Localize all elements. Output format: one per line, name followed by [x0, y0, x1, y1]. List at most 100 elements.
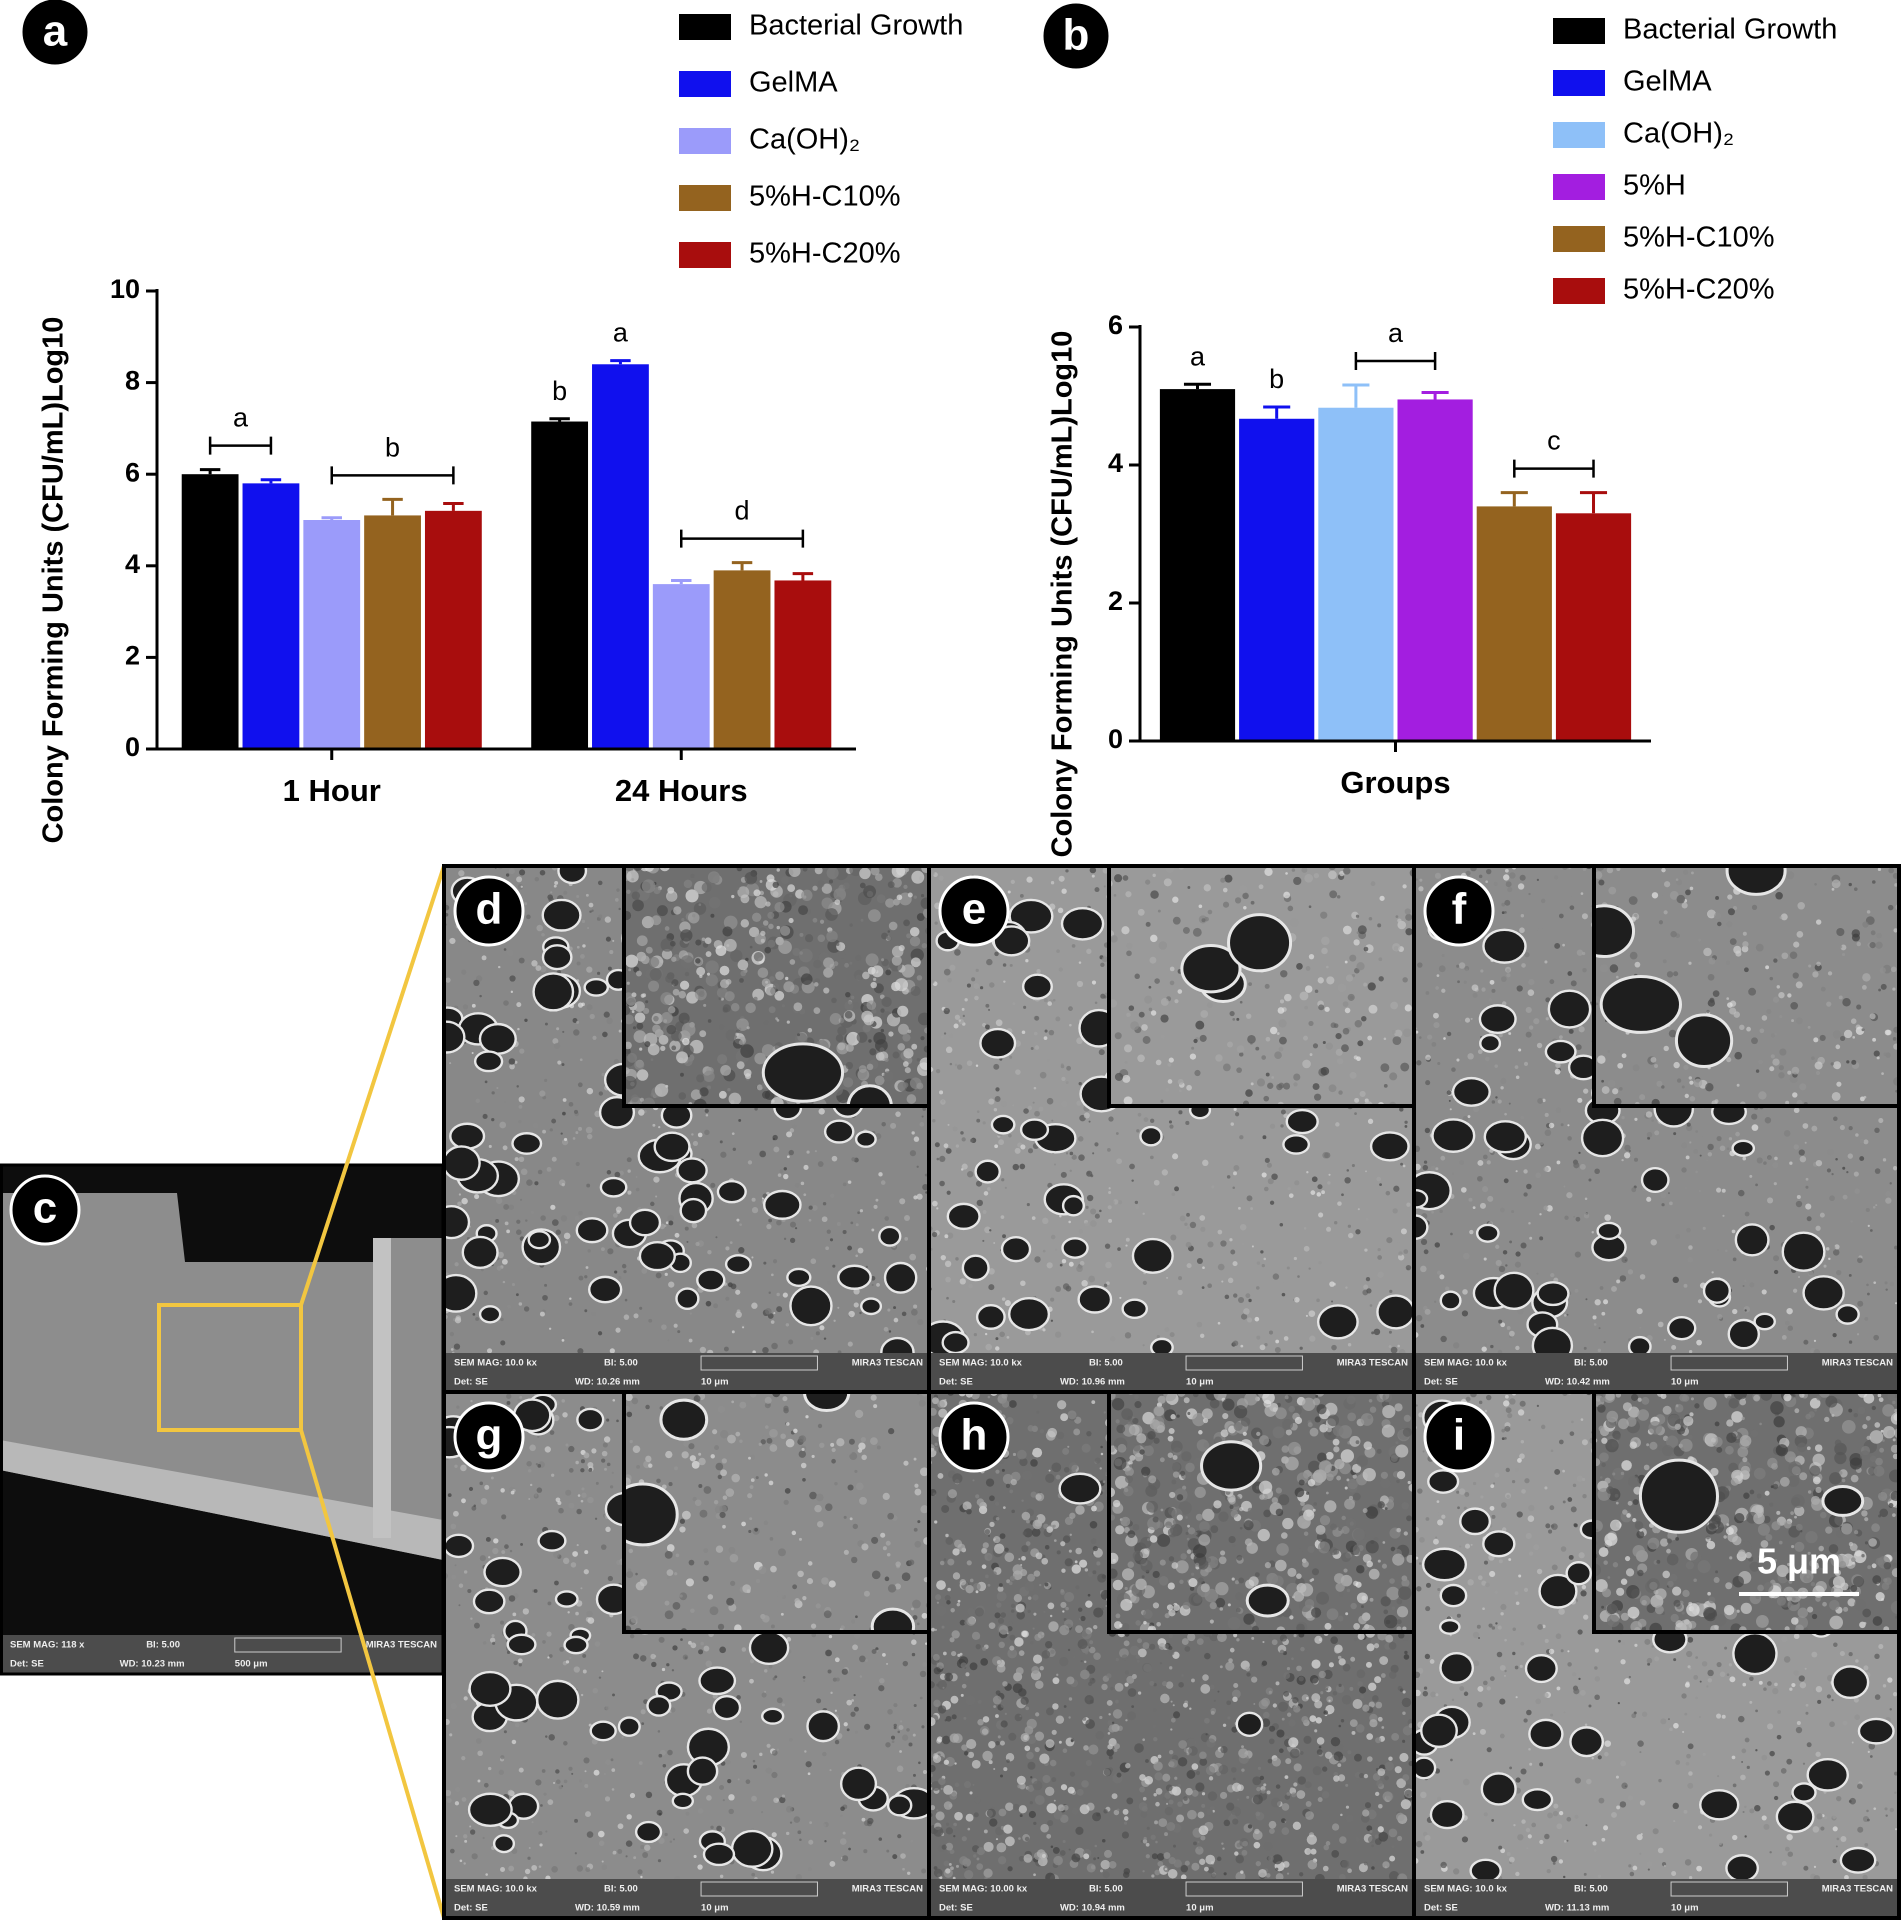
sem-grain	[602, 1031, 608, 1038]
sem-grain	[751, 1872, 756, 1877]
sem-grain	[1290, 918, 1299, 927]
sem-grain	[1128, 1005, 1135, 1011]
sem-grain	[683, 1828, 690, 1834]
y-tick-label: 6	[1108, 310, 1123, 340]
sem-grain	[1369, 1304, 1373, 1307]
sem-grain	[786, 1637, 792, 1642]
sem-grain	[1331, 1300, 1334, 1303]
sem-grain	[1238, 884, 1248, 894]
sem-grain	[587, 926, 590, 930]
sem-grain	[760, 938, 765, 943]
sem-grain	[1472, 1206, 1476, 1210]
sem-grain	[1286, 1266, 1290, 1270]
sem-grain	[584, 1309, 588, 1313]
sem-grain	[583, 1569, 589, 1575]
sem-grain	[1264, 983, 1270, 989]
sem-grain	[470, 1617, 473, 1620]
sem-grain	[1344, 1177, 1351, 1184]
sem-grain	[1787, 1325, 1794, 1331]
sem-grain	[735, 1029, 739, 1033]
sem-grain	[1691, 871, 1694, 875]
sem-grain	[1108, 1187, 1111, 1190]
sem-grain	[1042, 1249, 1046, 1253]
sem-grain	[904, 1215, 910, 1221]
sem-grain	[1798, 1276, 1800, 1278]
sem-grain	[872, 977, 877, 982]
sem-grain	[1099, 1209, 1102, 1213]
sem-grain	[1545, 894, 1548, 897]
sem-grain	[909, 1253, 917, 1261]
sem-grain	[531, 960, 538, 967]
sem-grain	[1856, 1004, 1862, 1010]
sem-grain	[1163, 878, 1172, 887]
sem-grain	[737, 1778, 740, 1781]
sem-grain	[1227, 1277, 1234, 1284]
sem-grain	[870, 981, 877, 989]
sem-grain	[1779, 1015, 1783, 1019]
sem-grain	[1688, 1245, 1693, 1250]
sem-grain	[1233, 1107, 1237, 1111]
sem-grain	[886, 936, 892, 941]
sem-grain	[648, 1318, 653, 1323]
sem-grain	[503, 1000, 509, 1006]
sem-pore	[1131, 1237, 1174, 1274]
sem-grain	[536, 924, 543, 932]
sem-grain	[1564, 1215, 1569, 1220]
sem-grain	[1672, 1276, 1679, 1284]
sem-grain	[1346, 1169, 1350, 1172]
legend-label: 5%H-C20%	[1623, 274, 1775, 306]
sem-grain	[482, 1641, 487, 1645]
sem-grain	[891, 955, 902, 966]
sem-grain	[639, 1655, 647, 1662]
sem-grain	[1092, 1152, 1095, 1155]
sem-grain	[754, 896, 767, 909]
sem-grain	[605, 1759, 611, 1766]
sem-grain	[1155, 1059, 1162, 1066]
sem-pore	[1781, 1231, 1826, 1272]
sem-grain	[1497, 1099, 1502, 1104]
sem-grain	[500, 1755, 505, 1760]
sem-grain	[999, 1331, 1005, 1338]
sem-bi: BI: 5.00	[604, 1358, 638, 1369]
sem-grain	[1792, 972, 1799, 979]
sem-grain	[908, 1742, 913, 1747]
sem-grain	[1294, 1180, 1300, 1186]
sem-grain	[574, 1215, 580, 1221]
error-bar	[199, 468, 221, 475]
sem-grain	[1706, 1009, 1710, 1014]
sem-grain	[1842, 997, 1851, 1007]
sem-grain	[913, 1136, 920, 1142]
sem-grain	[728, 1808, 734, 1815]
sem-grain	[1264, 1342, 1268, 1347]
sem-grain	[726, 1759, 731, 1765]
sem-grain	[1608, 886, 1617, 895]
sem-grain	[827, 1669, 832, 1674]
sem-grain	[549, 1430, 555, 1435]
sem-pore	[1702, 1277, 1732, 1304]
sem-pore	[527, 1230, 552, 1250]
sem-grain	[1502, 1250, 1508, 1255]
sem-grain	[1271, 1076, 1275, 1079]
sem-grain	[1761, 1289, 1767, 1295]
sem-grain	[503, 1203, 510, 1210]
sem-grain	[680, 929, 693, 942]
sem-grain	[708, 896, 721, 909]
sem-grain	[568, 1101, 574, 1107]
sem-grain	[1061, 1259, 1067, 1264]
sem-grain	[1759, 1028, 1765, 1034]
sem-grain	[1148, 1007, 1153, 1012]
sem-grain	[634, 1012, 646, 1023]
sem-grain	[888, 1330, 892, 1333]
sem-grain	[917, 1318, 924, 1326]
sem-grain	[1470, 1017, 1473, 1020]
sem-grain	[1775, 892, 1783, 900]
sem-grain	[1324, 1006, 1330, 1012]
sem-grain	[598, 1676, 602, 1679]
sem-pore	[716, 1180, 747, 1204]
sem-grain	[1308, 954, 1315, 960]
sem-grain	[1493, 881, 1498, 886]
sem-grain	[1050, 1234, 1056, 1240]
sem-grain	[482, 1113, 488, 1119]
sem-grain	[730, 1003, 740, 1012]
sem-grain	[1260, 1250, 1264, 1254]
